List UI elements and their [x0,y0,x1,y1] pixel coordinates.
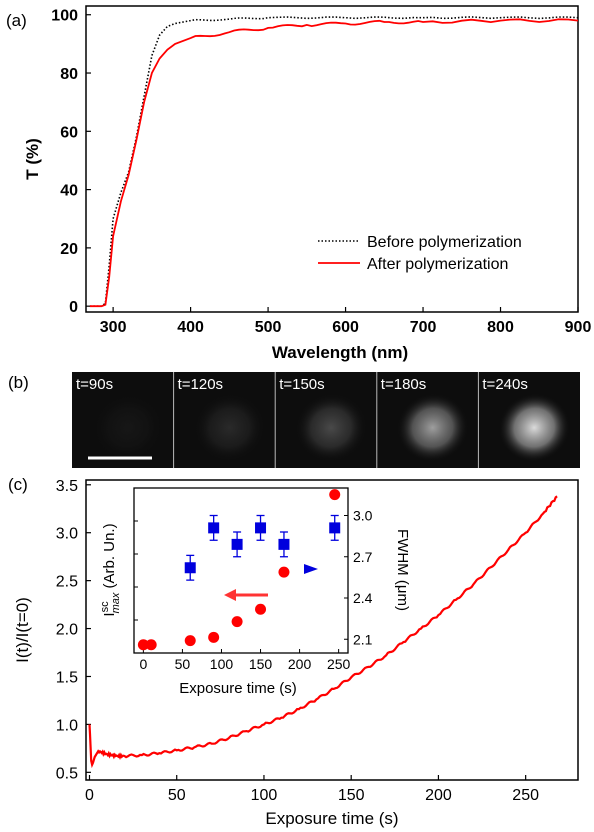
scattered-spot [497,392,571,463]
fwhm-point [278,538,290,550]
inset-y2label: FWHM (μm) [394,529,411,611]
scattered-spot [193,392,266,463]
inset-ylabel: Iscmax (Arb. Un.) [99,523,122,616]
panel-a-ytick-label: 0 [69,299,78,316]
inset-right-axis-arrowhead [304,564,318,574]
panel-a-legend: Before polymerization After polymerizati… [318,234,522,273]
frame-time-label: t=120s [178,376,223,393]
inset-xtick-label: 0 [139,656,147,672]
fwhm-point [329,522,341,534]
fwhm-point [255,522,267,534]
panel-c-ytick-label: 0.5 [56,765,78,782]
panel-a-xtick-label: 500 [255,319,282,336]
panel-a-ytick-label: 60 [60,124,78,141]
panel-a-xtick-label: 900 [565,319,592,336]
panel-a-frame [85,5,579,313]
inset-xtick-label: 100 [210,656,234,672]
panel-a-xlabel: Wavelength (nm) [272,343,408,362]
panel-c-ytick-label: 1.0 [56,717,78,734]
panel-c-xtick-label: 200 [425,787,452,804]
legend-after-label: After polymerization [367,256,508,273]
inset-xlabel: Exposure time (s) [179,680,297,697]
scattered-spot [91,392,165,463]
inset-left-axis-arrowhead [224,589,236,601]
series-before-polymerization [89,16,579,307]
panel-a-xtick-label: 400 [177,319,204,336]
fwhm-point [208,522,220,534]
panel-c-xtick-label: 100 [251,787,278,804]
panel-label-a: (a) [6,11,27,30]
panel-a-xtick-label: 800 [487,319,514,336]
intensity-point [208,631,220,643]
intensity-point [278,566,290,578]
series-after-polymerization [89,18,579,308]
panel-c-ytick-label: 3.5 [56,478,78,495]
frame-time-label: t=150s [279,376,324,393]
panel-a-ylabel: T (%) [23,138,42,180]
scattered-spot [396,392,470,463]
panel-c-ytick-label: 2.5 [56,574,78,591]
panel-a-chart: 300 400 500 600 700 800 900 0 20 40 60 80 100 Wavele… [23,5,592,362]
panel-c-xtick-label: 150 [338,787,365,804]
inset-y2tick-label: 2.7 [353,549,373,565]
panel-c-xtick-label: 50 [168,787,186,804]
inset-ylabel-sub: max [110,592,122,613]
frame-time-label: t=240s [482,376,527,393]
intensity-point [145,639,157,651]
panel-b-image-strip: t=90s t=120s t=150s t=180s t=240s [72,372,580,468]
inset-ylabel-sup: sc [99,601,111,613]
inset-frame [133,487,349,654]
inset-xtick-label: 250 [327,656,351,672]
panel-label-c: (c) [8,475,28,494]
panel-c-ytick-label: 2.0 [56,622,78,639]
panel-c-ytick-label: 1.5 [56,669,78,686]
panel-c-ylabel: I(t)/I(t=0) [13,597,32,663]
panel-a-ytick-label: 20 [60,241,78,258]
panel-a-ytick-label: 40 [60,183,78,200]
panel-c-xtick-label: 250 [512,787,539,804]
intensity-point [184,635,196,647]
intensity-point [231,616,243,628]
inset-y2tick-label: 2.4 [353,590,373,606]
intensity-point [137,639,149,651]
inset-y2tick-label: 2.1 [353,631,373,647]
inset-xtick-label: 200 [288,656,312,672]
panel-a-ytick-label: 100 [51,8,78,25]
panel-c-xtick-label: 0 [85,787,94,804]
panel-c-ytick-label: 3.0 [56,526,78,543]
panel-label-b: (b) [8,373,29,392]
fwhm-point [184,562,196,574]
frame-time-label: t=90s [76,376,113,393]
fwhm-point [231,538,243,550]
frame-time-label: t=180s [381,376,426,393]
panel-a-xtick-label: 600 [332,319,359,336]
panel-c-frame [85,479,579,781]
inset-y2tick-label: 3.0 [353,508,373,524]
inset-ylabel-main: I [101,612,118,616]
panel-a-ytick-label: 80 [60,66,78,83]
intensity-point [255,603,267,615]
series-normalized-intensity [88,495,558,769]
inset-xtick-label: 50 [175,656,191,672]
panel-c-chart: 0 50 100 150 200 250 0.5 1.0 1.5 2.0 2.5 3.0 3.5 Exp… [13,478,579,828]
scattered-spot [294,392,368,463]
panel-a-xtick-label: 300 [100,319,127,336]
panel-c-xlabel: Exposure time (s) [265,809,398,828]
panel-a-xtick-label: 700 [410,319,437,336]
inset-ylabel-tail: (Arb. Un.) [101,523,118,592]
intensity-point [329,489,341,501]
legend-before-label: Before polymerization [367,234,522,251]
inset-xtick-label: 150 [249,656,273,672]
